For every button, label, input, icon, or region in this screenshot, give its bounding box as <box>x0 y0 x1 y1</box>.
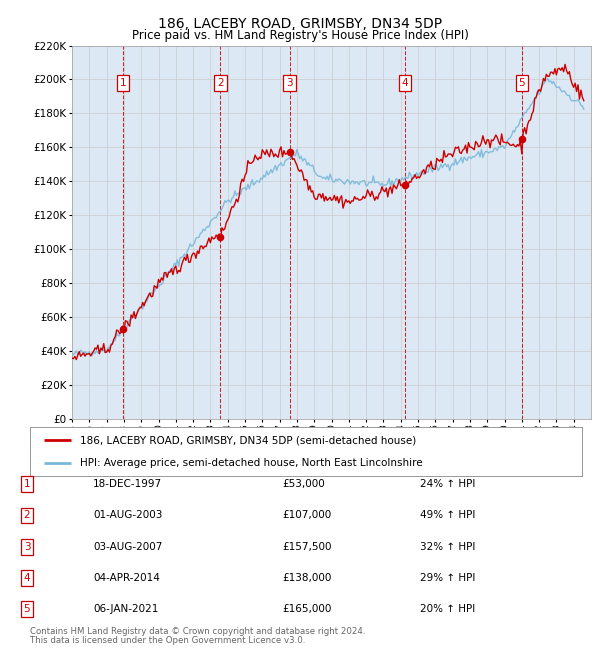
Text: 4: 4 <box>23 573 31 583</box>
Text: £157,500: £157,500 <box>282 541 331 552</box>
Text: £107,000: £107,000 <box>282 510 331 521</box>
Text: 01-AUG-2003: 01-AUG-2003 <box>93 510 163 521</box>
Text: 3: 3 <box>286 78 293 88</box>
Text: 49% ↑ HPI: 49% ↑ HPI <box>420 510 475 521</box>
Text: Price paid vs. HM Land Registry's House Price Index (HPI): Price paid vs. HM Land Registry's House … <box>131 29 469 42</box>
Text: 04-APR-2014: 04-APR-2014 <box>93 573 160 583</box>
Text: 06-JAN-2021: 06-JAN-2021 <box>93 604 158 614</box>
Text: 24% ↑ HPI: 24% ↑ HPI <box>420 479 475 489</box>
Text: £53,000: £53,000 <box>282 479 325 489</box>
Text: 20% ↑ HPI: 20% ↑ HPI <box>420 604 475 614</box>
Text: Contains HM Land Registry data © Crown copyright and database right 2024.: Contains HM Land Registry data © Crown c… <box>30 627 365 636</box>
Text: 186, LACEBY ROAD, GRIMSBY, DN34 5DP: 186, LACEBY ROAD, GRIMSBY, DN34 5DP <box>158 17 442 31</box>
Text: 186, LACEBY ROAD, GRIMSBY, DN34 5DP (semi-detached house): 186, LACEBY ROAD, GRIMSBY, DN34 5DP (sem… <box>80 436 416 445</box>
Text: 4: 4 <box>402 78 409 88</box>
Text: 2: 2 <box>23 510 31 521</box>
Text: This data is licensed under the Open Government Licence v3.0.: This data is licensed under the Open Gov… <box>30 636 305 645</box>
Text: 2: 2 <box>217 78 224 88</box>
Text: £138,000: £138,000 <box>282 573 331 583</box>
Text: 18-DEC-1997: 18-DEC-1997 <box>93 479 162 489</box>
Text: 5: 5 <box>23 604 31 614</box>
Text: 5: 5 <box>518 78 525 88</box>
Text: 03-AUG-2007: 03-AUG-2007 <box>93 541 163 552</box>
Text: 29% ↑ HPI: 29% ↑ HPI <box>420 573 475 583</box>
Text: 1: 1 <box>120 78 127 88</box>
Text: 32% ↑ HPI: 32% ↑ HPI <box>420 541 475 552</box>
Text: HPI: Average price, semi-detached house, North East Lincolnshire: HPI: Average price, semi-detached house,… <box>80 458 422 467</box>
Text: £165,000: £165,000 <box>282 604 331 614</box>
Text: 1: 1 <box>23 479 31 489</box>
Text: 3: 3 <box>23 541 31 552</box>
